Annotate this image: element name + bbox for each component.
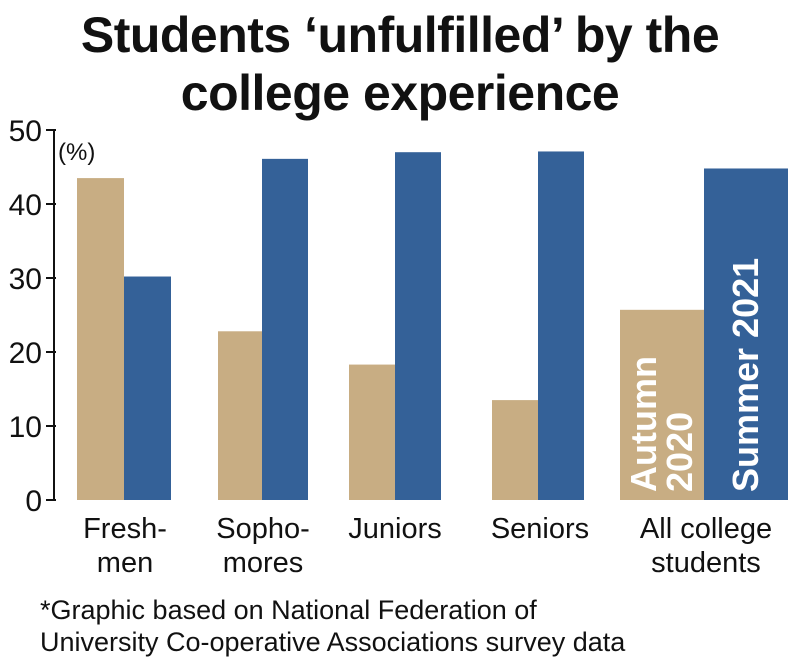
y-tick-label: 50 <box>9 115 42 148</box>
category-label: students <box>651 547 761 579</box>
bar-summer-2021 <box>262 158 308 501</box>
y-tick-label: 20 <box>9 337 42 370</box>
footnote-line-2: University Co-operative Associations sur… <box>40 627 626 657</box>
bar-autumn-2020 <box>620 309 704 500</box>
y-tick-label: 40 <box>9 189 42 222</box>
category-label: men <box>97 547 153 579</box>
bar-autumn-2020 <box>218 331 262 500</box>
chart-title: Students ‘unfulfilled’ by the college ex… <box>0 6 800 122</box>
series-label-autumn-2020: 2020 <box>659 412 700 492</box>
source-footnote: *Graphic based on National Federation of… <box>40 594 625 658</box>
chart-title-line-1: Students ‘unfulfilled’ by the <box>80 7 720 63</box>
y-axis-unit-label: (%) <box>58 139 95 166</box>
footnote-line-1: *Graphic based on National Federation of <box>40 595 537 625</box>
category-label: Juniors <box>348 513 442 545</box>
series-label-autumn-2020: Autumn <box>623 356 664 492</box>
bars <box>77 151 788 501</box>
y-axis-ticks: 0 10 20 30 40 50 <box>9 115 56 518</box>
y-tick-label: 0 <box>25 485 42 518</box>
category-label: mores <box>223 547 304 579</box>
category-label: Fresh- <box>83 513 167 545</box>
bar-summer-2021 <box>124 276 171 500</box>
bar-chart: (%) 0 10 20 30 40 50 Fresh-men Sopho-mores Juni… <box>9 115 788 579</box>
bar-summer-2021 <box>395 152 441 500</box>
bar-autumn-2020 <box>349 364 395 500</box>
category-label: Seniors <box>491 513 589 545</box>
bar-autumn-2020 <box>492 400 538 500</box>
category-label: All college <box>640 513 772 545</box>
category-label: Sopho- <box>216 513 310 545</box>
bar-summer-2021 <box>538 151 584 500</box>
y-tick-label: 10 <box>9 411 42 444</box>
chart-title-line-2: college experience <box>180 65 620 121</box>
bar-summer-2021 <box>704 168 788 501</box>
bar-autumn-2020 <box>77 178 124 500</box>
series-label-summer-2021: Summer 2021 <box>725 258 766 492</box>
category-labels: Fresh-men Sopho-mores Juniors Seniors All co… <box>83 513 772 579</box>
y-tick-label: 30 <box>9 263 42 296</box>
